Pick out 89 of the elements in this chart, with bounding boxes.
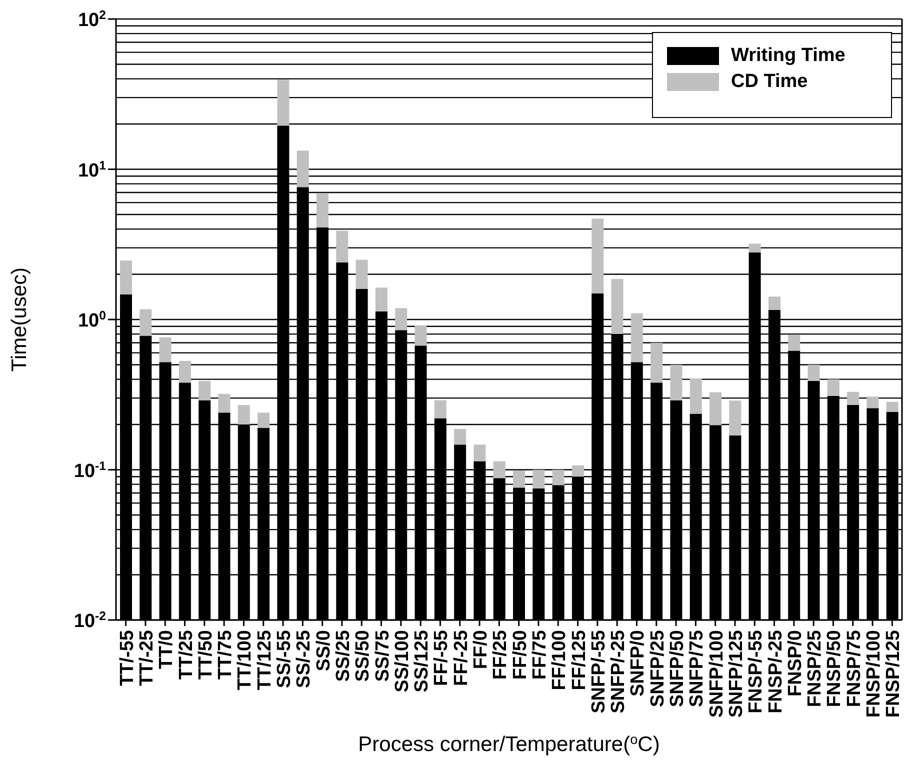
bar	[316, 193, 328, 228]
bar	[258, 412, 270, 428]
bar	[808, 364, 820, 381]
x-tick-label: SS/75	[372, 630, 394, 682]
x-tick-label: SNFP/25	[647, 630, 668, 708]
x-tick-label: SNFP/50	[667, 630, 688, 708]
bar	[886, 402, 898, 412]
bar	[434, 400, 446, 418]
y-tick-label: 10$^{-2}$	[74, 609, 106, 632]
x-tick-label: FNSP/-55	[746, 630, 767, 714]
bar	[866, 396, 879, 408]
bar	[296, 150, 309, 188]
x-tick-label: TT/100	[234, 630, 256, 690]
x-tick-label: TT/50	[195, 630, 216, 680]
bar	[178, 360, 191, 383]
x-tick-label: SNFP/-25	[608, 630, 630, 714]
bar	[277, 80, 290, 126]
bar	[827, 379, 840, 396]
x-tick-label: FF/75	[529, 630, 550, 680]
bar	[140, 309, 152, 336]
bar	[356, 260, 368, 289]
bar	[670, 364, 682, 400]
x-tick-label: SS/125	[412, 630, 433, 692]
bar	[847, 392, 860, 405]
x-tick-label: TT/75	[215, 630, 236, 680]
x-tick-label: FNSP/-25	[765, 630, 786, 714]
x-tick-label: TT/0	[156, 630, 178, 670]
bar	[375, 288, 388, 312]
bar	[414, 326, 427, 346]
x-tick-label: SS/25	[332, 630, 354, 682]
x-tick-label: SS/0	[313, 630, 334, 672]
x-tick-label: SS/-55	[274, 630, 296, 688]
bar	[513, 470, 525, 488]
bar	[630, 313, 643, 362]
bar	[552, 470, 564, 486]
x-tick-label: FF/-25	[450, 630, 472, 686]
y-axis-title: Time(usec)	[8, 267, 31, 372]
bar	[592, 218, 604, 294]
bar	[159, 337, 172, 362]
x-tick-label: FNSP/0	[784, 630, 806, 697]
x-tick-label: TT/-55	[116, 630, 138, 686]
y-tick-label: 10$^{1}$	[78, 158, 106, 182]
bar	[120, 260, 132, 294]
bar	[474, 444, 486, 462]
bar	[532, 470, 545, 489]
x-tick-label: TT/25	[176, 630, 197, 680]
bar	[218, 394, 230, 413]
bar	[748, 244, 761, 252]
x-tick-label: FF/50	[510, 630, 531, 680]
bar	[238, 404, 250, 425]
bar	[650, 342, 663, 383]
x-tick-label: FF/100	[549, 630, 570, 690]
bar	[690, 378, 702, 414]
bar	[572, 465, 584, 477]
bar	[729, 400, 742, 436]
x-tick-label: SS/100	[392, 630, 413, 692]
x-tick-label: FNSP/50	[824, 630, 846, 708]
x-tick-label: SS/50	[352, 630, 374, 682]
x-tick-label: FF/125	[568, 630, 590, 690]
x-tick-label: FF/-55	[431, 630, 452, 686]
bar	[493, 461, 506, 478]
x-tick-label: FNSP/100	[864, 630, 885, 718]
x-tick-label: FNSP/125	[883, 630, 904, 718]
x-tick-label: SNFP/75	[686, 630, 708, 708]
bar	[198, 380, 211, 400]
bar	[454, 428, 466, 445]
bar	[788, 334, 800, 351]
y-tick-label: 10$^{-1}$	[74, 458, 106, 482]
x-tick-label: SNFP/0	[628, 630, 649, 697]
x-tick-label: TT/-25	[136, 630, 158, 686]
legend-label: CD Time	[731, 71, 808, 93]
y-tick-label: 10$^{2}$	[78, 8, 106, 31]
bar	[395, 308, 408, 330]
bar	[710, 392, 722, 426]
legend-label: Writing Time	[731, 45, 846, 67]
bar	[768, 296, 780, 310]
x-tick-label: SNFP/-55	[588, 630, 610, 714]
x-tick-label: FF/0	[470, 630, 492, 670]
bar	[611, 279, 624, 334]
x-axis-title: Process corner/Temperature($^{o}$C)	[358, 732, 660, 756]
x-tick-label: FNSP/25	[804, 630, 826, 708]
x-tick-label: FF/25	[490, 630, 512, 680]
x-tick-label: SNFP/125	[726, 630, 747, 718]
x-tick-label: SNFP/100	[706, 630, 728, 718]
x-tick-label: FNSP/75	[844, 630, 865, 708]
bar	[336, 230, 348, 262]
x-tick-label: SS/-25	[294, 630, 315, 688]
x-tick-label: TT/125	[254, 630, 276, 690]
y-tick-label: 10$^{0}$	[78, 308, 106, 332]
